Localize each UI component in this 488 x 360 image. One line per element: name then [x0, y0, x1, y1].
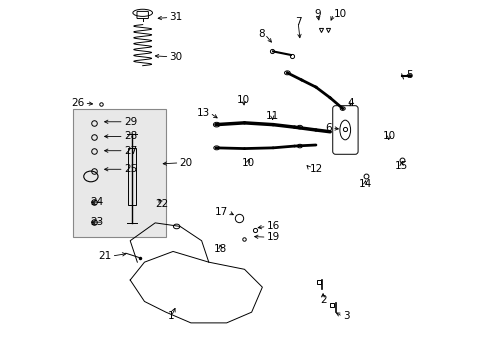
- Text: 12: 12: [309, 163, 323, 174]
- Text: 6: 6: [325, 123, 331, 133]
- Text: 31: 31: [169, 13, 183, 22]
- Text: 29: 29: [123, 117, 137, 127]
- Text: 20: 20: [179, 158, 192, 168]
- Bar: [73, 109, 165, 237]
- Text: 16: 16: [266, 221, 279, 231]
- Text: 5: 5: [406, 70, 412, 80]
- Text: 30: 30: [169, 52, 182, 62]
- Text: 2: 2: [319, 295, 325, 305]
- Text: 22: 22: [155, 199, 168, 209]
- Text: 3: 3: [342, 311, 348, 321]
- Text: 25: 25: [123, 164, 137, 174]
- Text: 21: 21: [98, 251, 111, 261]
- Text: 18: 18: [214, 244, 227, 253]
- Text: 26: 26: [71, 98, 84, 108]
- Text: 10: 10: [333, 9, 346, 19]
- Text: 10: 10: [236, 95, 249, 105]
- Text: 10: 10: [241, 158, 254, 168]
- Text: 17: 17: [215, 207, 228, 217]
- Text: 1: 1: [167, 311, 174, 321]
- Text: 11: 11: [265, 111, 279, 121]
- Text: 14: 14: [358, 179, 371, 189]
- Text: 9: 9: [314, 9, 321, 19]
- Text: 10: 10: [382, 131, 395, 141]
- Text: 24: 24: [90, 197, 103, 207]
- Text: 19: 19: [266, 232, 279, 242]
- Text: 13: 13: [196, 108, 209, 118]
- Text: 28: 28: [123, 131, 137, 141]
- Bar: [128, 148, 135, 205]
- Text: 4: 4: [347, 98, 353, 108]
- Text: 8: 8: [258, 29, 264, 39]
- Text: 15: 15: [394, 161, 407, 171]
- Text: 27: 27: [123, 146, 137, 156]
- Text: 23: 23: [90, 217, 103, 227]
- Text: 7: 7: [294, 17, 301, 27]
